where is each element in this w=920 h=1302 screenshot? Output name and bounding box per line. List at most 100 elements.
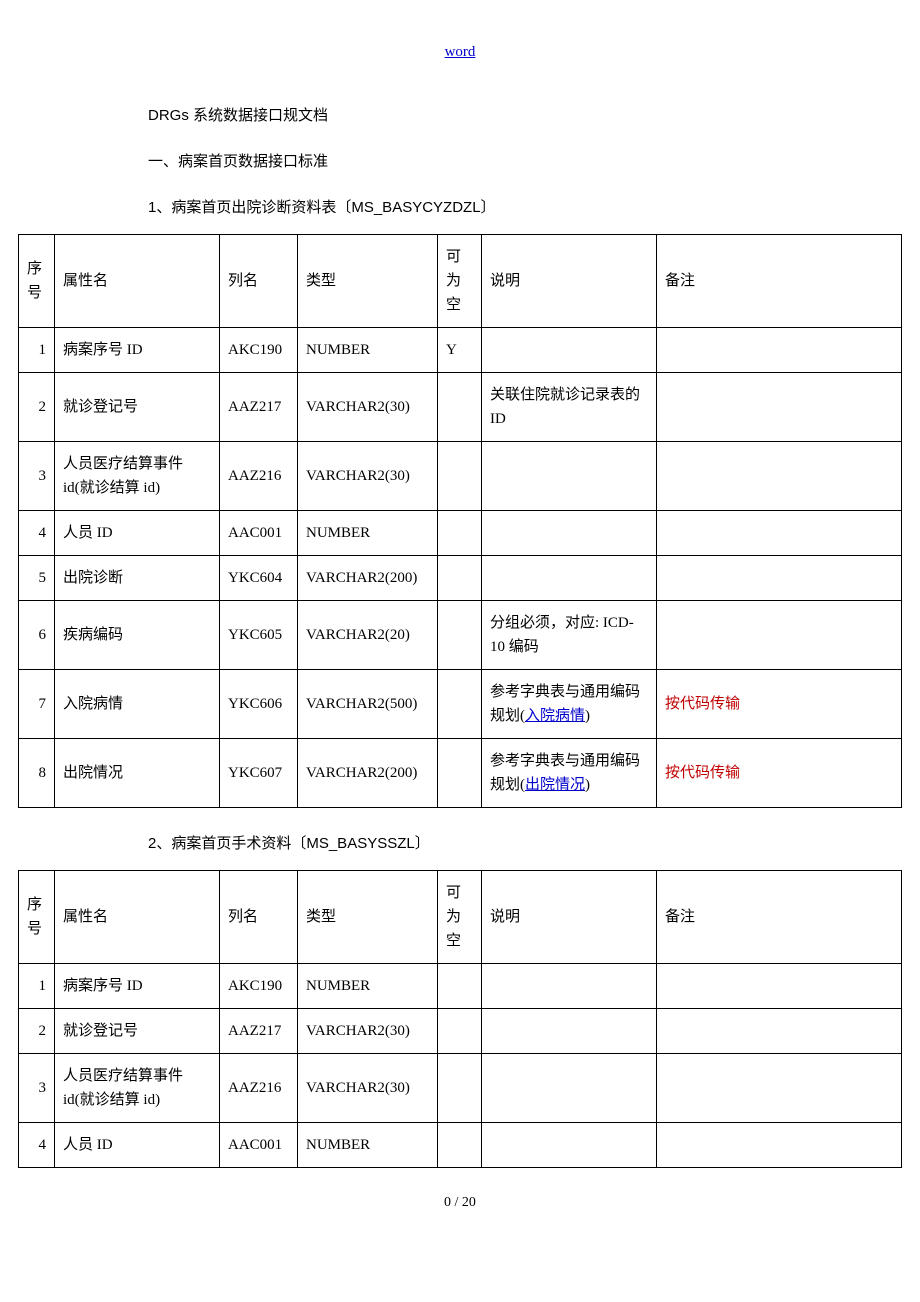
cell-note bbox=[657, 511, 902, 556]
cell-desc: 分组必须，对应: ICD-10 编码 bbox=[482, 601, 657, 670]
cell-desc bbox=[482, 511, 657, 556]
cell-attr: 人员医疗结算事件id(就诊结算 id) bbox=[55, 1054, 220, 1123]
col-desc-header-2: 说明 bbox=[482, 871, 657, 964]
cell-colname: AAZ217 bbox=[220, 1009, 298, 1054]
cell-nullable bbox=[438, 670, 482, 739]
table2: 序号 属性名 列名 类型 可为空 说明 备注 1病案序号 IDAKC190NUM… bbox=[18, 870, 902, 1168]
table1-header-row: 序号 属性名 列名 类型 可为空 说明 备注 bbox=[19, 235, 902, 328]
col-desc-header: 说明 bbox=[482, 235, 657, 328]
table-row: 2就诊登记号AAZ217VARCHAR2(30) bbox=[19, 1009, 902, 1054]
table-row: 3人员医疗结算事件id(就诊结算 id)AAZ216VARCHAR2(30) bbox=[19, 1054, 902, 1123]
cell-seq: 5 bbox=[19, 556, 55, 601]
table-row: 2就诊登记号AAZ217VARCHAR2(30)关联住院就诊记录表的 ID bbox=[19, 373, 902, 442]
cell-attr: 出院诊断 bbox=[55, 556, 220, 601]
cell-desc: 参考字典表与通用编码规划(入院病情) bbox=[482, 670, 657, 739]
cell-attr: 疾病编码 bbox=[55, 601, 220, 670]
cell-type: VARCHAR2(500) bbox=[298, 670, 438, 739]
cell-desc: 参考字典表与通用编码规划(出院情况) bbox=[482, 739, 657, 808]
cell-desc bbox=[482, 1009, 657, 1054]
cell-seq: 1 bbox=[19, 964, 55, 1009]
cell-type: VARCHAR2(30) bbox=[298, 1009, 438, 1054]
header-word-link[interactable]: word bbox=[445, 44, 476, 60]
cell-note: 按代码传输 bbox=[657, 739, 902, 808]
col-type-header: 类型 bbox=[298, 235, 438, 328]
cell-seq: 7 bbox=[19, 670, 55, 739]
cell-attr: 病案序号 ID bbox=[55, 964, 220, 1009]
section-one-heading: 一、病案首页数据接口标准 bbox=[148, 150, 882, 174]
cell-desc bbox=[482, 1054, 657, 1123]
cell-nullable bbox=[438, 556, 482, 601]
cell-colname: AAZ216 bbox=[220, 442, 298, 511]
table-row: 6疾病编码YKC605VARCHAR2(20) 分组必须，对应: ICD-10 编… bbox=[19, 601, 902, 670]
desc-link[interactable]: 出院情况 bbox=[525, 777, 585, 793]
cell-type: NUMBER bbox=[298, 964, 438, 1009]
cell-note bbox=[657, 373, 902, 442]
cell-desc bbox=[482, 328, 657, 373]
cell-seq: 2 bbox=[19, 373, 55, 442]
cell-note bbox=[657, 1123, 902, 1168]
col-note-header: 备注 bbox=[657, 235, 902, 328]
cell-nullable: Y bbox=[438, 328, 482, 373]
cell-seq: 4 bbox=[19, 1123, 55, 1168]
cell-type: NUMBER bbox=[298, 328, 438, 373]
cell-type: VARCHAR2(200) bbox=[298, 556, 438, 601]
cell-colname: YKC606 bbox=[220, 670, 298, 739]
cell-type: NUMBER bbox=[298, 1123, 438, 1168]
table-row: 1病案序号 IDAKC190NUMBERY bbox=[19, 328, 902, 373]
table-row: 3人员医疗结算事件id(就诊结算 id)AAZ216VARCHAR2(30) bbox=[19, 442, 902, 511]
cell-colname: YKC604 bbox=[220, 556, 298, 601]
cell-seq: 3 bbox=[19, 442, 55, 511]
col-seq-header: 序号 bbox=[19, 235, 55, 328]
col-nullable-header-2: 可为空 bbox=[438, 871, 482, 964]
col-nullable-header: 可为空 bbox=[438, 235, 482, 328]
table2-caption: 2、病案首页手术资料〔MS_BASYSSZL〕 bbox=[148, 832, 882, 856]
cell-attr: 人员 ID bbox=[55, 1123, 220, 1168]
cell-note bbox=[657, 1054, 902, 1123]
cell-desc bbox=[482, 556, 657, 601]
cell-note bbox=[657, 1009, 902, 1054]
cell-attr: 病案序号 ID bbox=[55, 328, 220, 373]
cell-attr: 人员医疗结算事件id(就诊结算 id) bbox=[55, 442, 220, 511]
cell-colname: AAZ217 bbox=[220, 373, 298, 442]
cell-seq: 4 bbox=[19, 511, 55, 556]
cell-nullable bbox=[438, 601, 482, 670]
cell-type: VARCHAR2(200) bbox=[298, 739, 438, 808]
cell-type: VARCHAR2(30) bbox=[298, 1054, 438, 1123]
cell-note bbox=[657, 556, 902, 601]
cell-desc: 关联住院就诊记录表的 ID bbox=[482, 373, 657, 442]
cell-note bbox=[657, 328, 902, 373]
cell-nullable bbox=[438, 511, 482, 556]
cell-type: VARCHAR2(20) bbox=[298, 601, 438, 670]
header-link-container: word bbox=[18, 40, 902, 64]
page-footer: 0 / 20 bbox=[18, 1192, 902, 1214]
cell-nullable bbox=[438, 442, 482, 511]
cell-desc bbox=[482, 1123, 657, 1168]
desc-link[interactable]: 入院病情 bbox=[525, 708, 585, 724]
cell-note bbox=[657, 601, 902, 670]
cell-colname: YKC605 bbox=[220, 601, 298, 670]
cell-nullable bbox=[438, 964, 482, 1009]
cell-colname: AKC190 bbox=[220, 328, 298, 373]
cell-seq: 6 bbox=[19, 601, 55, 670]
col-attr-header-2: 属性名 bbox=[55, 871, 220, 964]
doc-title: DRGs 系统数据接口规文档 bbox=[148, 104, 882, 128]
table-row: 1病案序号 IDAKC190NUMBER bbox=[19, 964, 902, 1009]
cell-attr: 出院情况 bbox=[55, 739, 220, 808]
cell-type: NUMBER bbox=[298, 511, 438, 556]
table-row: 4人员 IDAAC001NUMBER bbox=[19, 511, 902, 556]
cell-seq: 8 bbox=[19, 739, 55, 808]
cell-seq: 1 bbox=[19, 328, 55, 373]
table-row: 8出院情况YKC607VARCHAR2(200)参考字典表与通用编码规划(出院情… bbox=[19, 739, 902, 808]
col-seq-header-2: 序号 bbox=[19, 871, 55, 964]
cell-seq: 3 bbox=[19, 1054, 55, 1123]
col-type-header-2: 类型 bbox=[298, 871, 438, 964]
cell-nullable bbox=[438, 1054, 482, 1123]
cell-attr: 就诊登记号 bbox=[55, 373, 220, 442]
cell-attr: 就诊登记号 bbox=[55, 1009, 220, 1054]
col-colname-header: 列名 bbox=[220, 235, 298, 328]
cell-colname: AAZ216 bbox=[220, 1054, 298, 1123]
cell-colname: AAC001 bbox=[220, 1123, 298, 1168]
cell-colname: YKC607 bbox=[220, 739, 298, 808]
cell-nullable bbox=[438, 739, 482, 808]
table1: 序号 属性名 列名 类型 可为空 说明 备注 1病案序号 IDAKC190NUM… bbox=[18, 234, 902, 808]
